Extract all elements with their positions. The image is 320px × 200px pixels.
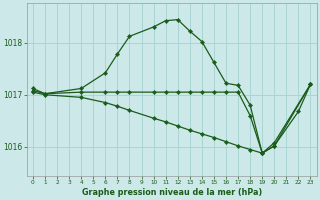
- X-axis label: Graphe pression niveau de la mer (hPa): Graphe pression niveau de la mer (hPa): [82, 188, 262, 197]
